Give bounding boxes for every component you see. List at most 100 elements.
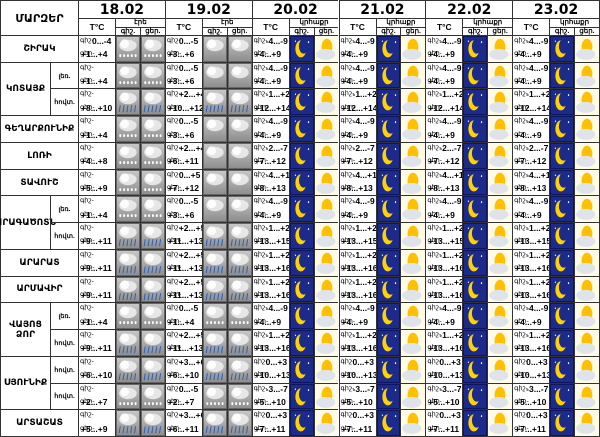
- day-temperature: +8...+13: [254, 183, 286, 194]
- night-temperature: -4...-9: [352, 116, 375, 127]
- snow-cloud-icon: [116, 383, 140, 410]
- night-weather-cell: [462, 222, 488, 249]
- temp-column-header: T°C: [425, 18, 463, 35]
- temperature-cell: գիշ- +2...+4 ցեր- +6...+11: [164, 141, 205, 169]
- day-temperature: +10...+13: [428, 370, 465, 381]
- day-sublabel: ցեր.: [232, 28, 248, 35]
- day-weather-cell: [487, 222, 513, 249]
- day-temperature: +10...+13: [254, 370, 291, 381]
- day-temp-line: ցեր- +13...+16: [513, 263, 551, 276]
- night-temperature: -2...-7: [265, 142, 288, 153]
- sun-cloud-icon: [488, 196, 513, 223]
- region-name: ՇԻՐԱԿ: [0, 35, 78, 62]
- temperature-cell: գիշ- -1...+2 ցեր- +13...+16: [425, 248, 464, 276]
- night-temp-line: գիշ- -1...+2: [253, 330, 290, 343]
- night-sublabel: գիշ.: [463, 28, 489, 36]
- rain-cloud-icon: [116, 89, 140, 116]
- night-temp-line: գիշ- -2...-7: [340, 143, 376, 156]
- night-temp-line: գիշ- -1...+2: [513, 277, 550, 290]
- night-weather-cell: [201, 275, 227, 303]
- day-temperature: +13...+16: [515, 289, 552, 300]
- night-temp-line: գիշ- -1...+2: [340, 250, 377, 263]
- night-label: գիշ-: [427, 331, 442, 339]
- night-label: գիշ-: [427, 304, 442, 312]
- night-weather-cell: [375, 61, 401, 89]
- day-label: ցեր-: [340, 77, 356, 85]
- night-temp-line: գիշ-: [79, 223, 115, 236]
- night-weather-cell: [549, 115, 575, 142]
- night-weather-cell: [462, 88, 488, 116]
- temperature-cell: գիշ- -4...-9 ցեր- +4...+9: [251, 195, 289, 223]
- night-temp-line: գիշ- -4...-9: [513, 63, 549, 76]
- crescent-moon-icon: [463, 196, 488, 223]
- day-temperature: +4...+9: [515, 209, 542, 220]
- temperature-cell: գիշ- -1...+2 ցեր- +12...+14: [512, 88, 551, 116]
- day-label: ցեր-: [340, 424, 356, 432]
- day-temperature: +5...+9: [81, 183, 108, 194]
- rain-cloud-icon: [116, 276, 140, 303]
- sun-cloud-icon: [488, 383, 513, 410]
- night-sublabel: գիշ.: [377, 28, 402, 36]
- temperature-cell: գիշ- 0...-5 ցեր- +2...+7: [164, 382, 202, 410]
- night-temperature: -1...+2: [526, 223, 551, 234]
- night-temp-line: գիշ- -4...-9: [253, 303, 289, 316]
- night-label: գիշ-: [253, 117, 268, 125]
- day-temperature: +4...+9: [341, 209, 368, 220]
- night-weather-cell: [462, 168, 488, 196]
- crescent-moon-icon: [463, 223, 488, 249]
- night-temperature: +2...+5: [178, 330, 206, 341]
- day-temp-line: ցեր- +4...+9: [426, 49, 462, 62]
- day-label: ցեր-: [253, 103, 269, 111]
- temperature-cell: գիշ- -2...-7 ցեր- +7...+12: [338, 141, 376, 169]
- day-temp-line: ցեր- +4...+9: [253, 210, 289, 223]
- day-label: ցեր-: [253, 290, 269, 298]
- day-temperature: +4...+9: [515, 49, 542, 60]
- temperature-cell: գիշ- -1...+2 ցեր- +12...+14: [425, 88, 464, 116]
- night-temp-line: գիշ- -1...+2: [340, 277, 377, 290]
- sun-cloud-icon: [401, 249, 426, 276]
- night-temp-line: գիշ- -1...+2: [426, 89, 463, 102]
- day-weather-cell: [400, 141, 426, 169]
- night-sublabel: գիշ.: [550, 28, 576, 36]
- day-temp-line: ցեր- +4...+9: [340, 210, 376, 223]
- night-temperature: [91, 223, 92, 236]
- day-temperature: +3...+6: [167, 209, 195, 220]
- temperature-cell: գիշ- -4...+1 ցեր- +8...+13: [251, 168, 290, 196]
- night-weather-cell: [375, 195, 401, 223]
- night-weather-cell: [288, 382, 314, 410]
- overcast-cloud-icon: [227, 62, 252, 89]
- night-weather-cell: [201, 115, 227, 142]
- temperature-cell: գիշ- 0...-5 ցեր- +3...+6: [164, 61, 202, 89]
- day-weather-cell: [400, 115, 426, 142]
- region-name: ԱՐՄԱՎԻՐ: [0, 275, 78, 303]
- night-weather-cell: [288, 35, 314, 62]
- night-temp-line: գիշ- -1...+2: [253, 223, 290, 236]
- zone-label: լեռ.: [50, 61, 78, 89]
- temperature-cell: գիշ- +2...+5 ցեր- +11...+13: [164, 248, 205, 276]
- day-weather-cell: [226, 61, 252, 89]
- day-temperature: +7...+12: [515, 156, 547, 167]
- day-temperature: +11...+13: [167, 236, 204, 247]
- day-temp-line: ցեր- +12...+14: [513, 103, 551, 116]
- day-temp-line: ցեր- +7...+12: [166, 183, 202, 196]
- night-weather-cell: [115, 275, 140, 303]
- sun-cloud-icon: [488, 36, 513, 62]
- crescent-moon-icon: [376, 196, 401, 223]
- night-temperature: -4...-9: [439, 196, 462, 207]
- night-temperature: -4...+1: [439, 169, 464, 180]
- night-label: գիշ-: [427, 143, 442, 151]
- night-weather-cell: [375, 409, 401, 436]
- night-temperature: -3...-7: [439, 383, 462, 394]
- crescent-moon-icon: [289, 89, 314, 116]
- night-weather-cell: [115, 302, 140, 330]
- region-name: ԱՐԱՐԱՏ: [0, 248, 78, 276]
- crescent-moon-icon: [463, 169, 488, 196]
- precip-label: կրհաքր: [386, 19, 416, 26]
- sun-cloud-icon: [314, 62, 339, 89]
- temperature-cell: գիշ- -1...+2 ցեր- +13...+16: [338, 248, 377, 276]
- day-temperature: +1...+4: [81, 49, 108, 60]
- night-label: գիշ-: [514, 277, 528, 285]
- day-temperature: +11...+13: [167, 263, 204, 274]
- day-label: ցեր-: [166, 371, 182, 379]
- night-weather-cell: [115, 222, 140, 249]
